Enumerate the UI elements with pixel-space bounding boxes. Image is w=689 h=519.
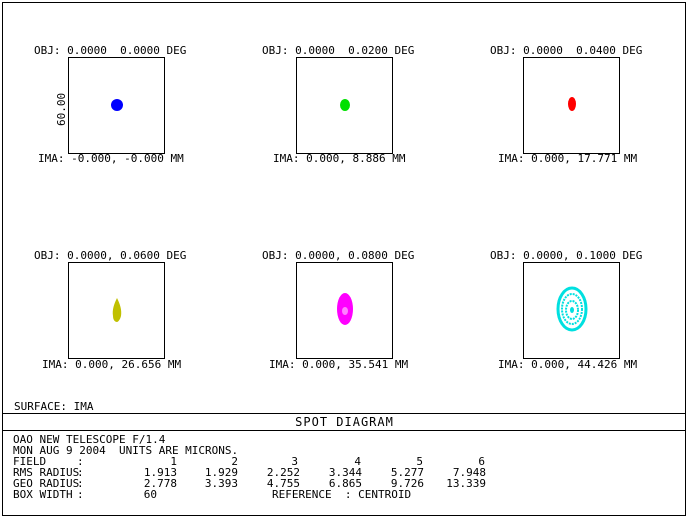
- panel-2-spot-shape: [340, 99, 350, 111]
- panel-1-ima-label: IMA: -0.000, -0.000 MM: [38, 152, 184, 165]
- panel-5-box: [296, 262, 393, 359]
- divider-top: [2, 413, 686, 414]
- geo-6: 13.339: [446, 477, 486, 490]
- table-row-box-width: BOX WIDTH : 60 REFERENCE : CENTROID: [13, 489, 683, 500]
- panel-5-ima-label: IMA: 0.000, 35.541 MM: [269, 358, 409, 371]
- panel-6-spot-ring-inner: [565, 300, 579, 320]
- field-label: FIELD: [13, 455, 47, 468]
- geo-2: 3.393: [204, 477, 238, 490]
- rms-colon: :: [77, 466, 84, 479]
- field-colon: :: [77, 455, 84, 468]
- panel-2-ima-label: IMA: 0.000, 8.886 MM: [273, 152, 406, 165]
- field-5: 5: [416, 455, 423, 468]
- surface-label: SURFACE: IMA: [14, 400, 94, 413]
- rms-5: 5.277: [390, 466, 424, 479]
- field-1: 1: [170, 455, 177, 468]
- rms-label: RMS RADIUS: [13, 466, 80, 479]
- reference-label: REFERENCE : CENTROID: [272, 488, 412, 501]
- field-6: 6: [478, 455, 485, 468]
- info-line-1: OAO NEW TELESCOPE F/1.4: [13, 433, 166, 446]
- panel-4-box: [68, 262, 165, 359]
- geo-3: 4.755: [266, 477, 300, 490]
- panel-3-obj-label: OBJ: 0.0000 0.0400 DEG: [490, 44, 643, 57]
- panel-3-spot: [568, 97, 576, 111]
- panel-2-spot: [340, 99, 350, 111]
- field-3: 3: [291, 455, 298, 468]
- panel-4-obj-label: OBJ: 0.0000, 0.0600 DEG: [34, 249, 187, 262]
- panel-1-box: [68, 57, 165, 154]
- info-line-2: MON AUG 9 2004 UNITS ARE MICRONS.: [13, 444, 239, 457]
- panel-1-spot-shape: [111, 99, 123, 111]
- divider-bottom: [2, 430, 686, 431]
- table-row-geo: GEO RADIUS : 2.778 3.393 4.755 6.865 9.7…: [13, 478, 683, 489]
- scale-label: 60.00: [55, 92, 68, 126]
- table-row-rms: RMS RADIUS : 1.913 1.929 2.252 3.344 5.2…: [13, 467, 683, 478]
- panel-4-spot-shape: [112, 298, 122, 322]
- rms-1: 1.913: [143, 466, 177, 479]
- panel-6-spot-ring-mid: [561, 293, 583, 325]
- geo-5: 9.726: [390, 477, 424, 490]
- panel-5-spot-core: [342, 307, 348, 315]
- panel-3-spot-shape: [568, 97, 576, 111]
- panel-5-spot: [337, 293, 353, 325]
- panel-1-spot: [111, 99, 123, 111]
- geo-1: 2.778: [143, 477, 177, 490]
- rms-2: 1.929: [204, 466, 238, 479]
- rms-3: 2.252: [266, 466, 300, 479]
- panel-4-ima-label: IMA: 0.000, 26.656 MM: [42, 358, 182, 371]
- panel-6-spot-ring-outer: [556, 286, 588, 332]
- panel-4-spot: [112, 298, 122, 322]
- box-width-colon: :: [77, 488, 84, 501]
- rms-4: 3.344: [328, 466, 362, 479]
- diagram-title: SPOT DIAGRAM: [295, 415, 394, 429]
- panel-6-box: [523, 262, 620, 359]
- field-2: 2: [231, 455, 238, 468]
- panel-1-obj-label: OBJ: 0.0000 0.0000 DEG: [34, 44, 187, 57]
- panel-2-box: [296, 57, 393, 154]
- geo-colon: :: [77, 477, 84, 490]
- panel-6-ima-label: IMA: 0.000, 44.426 MM: [498, 358, 638, 371]
- box-width-label: BOX WIDTH: [13, 488, 73, 501]
- panel-6-obj-label: OBJ: 0.0000, 0.1000 DEG: [490, 249, 643, 262]
- rms-6: 7.948: [452, 466, 486, 479]
- panel-3-box: [523, 57, 620, 154]
- panel-2-obj-label: OBJ: 0.0000 0.0200 DEG: [262, 44, 415, 57]
- panel-6-spot-core: [570, 307, 574, 313]
- panel-3-ima-label: IMA: 0.000, 17.771 MM: [498, 152, 638, 165]
- box-width-value: 60: [143, 488, 157, 501]
- panel-6-spot: [556, 286, 588, 332]
- field-4: 4: [354, 455, 361, 468]
- table-row-field: FIELD : 1 2 3 4 5 6: [13, 456, 683, 467]
- geo-label: GEO RADIUS: [13, 477, 80, 490]
- geo-4: 6.865: [328, 477, 362, 490]
- panel-5-obj-label: OBJ: 0.0000, 0.0800 DEG: [262, 249, 415, 262]
